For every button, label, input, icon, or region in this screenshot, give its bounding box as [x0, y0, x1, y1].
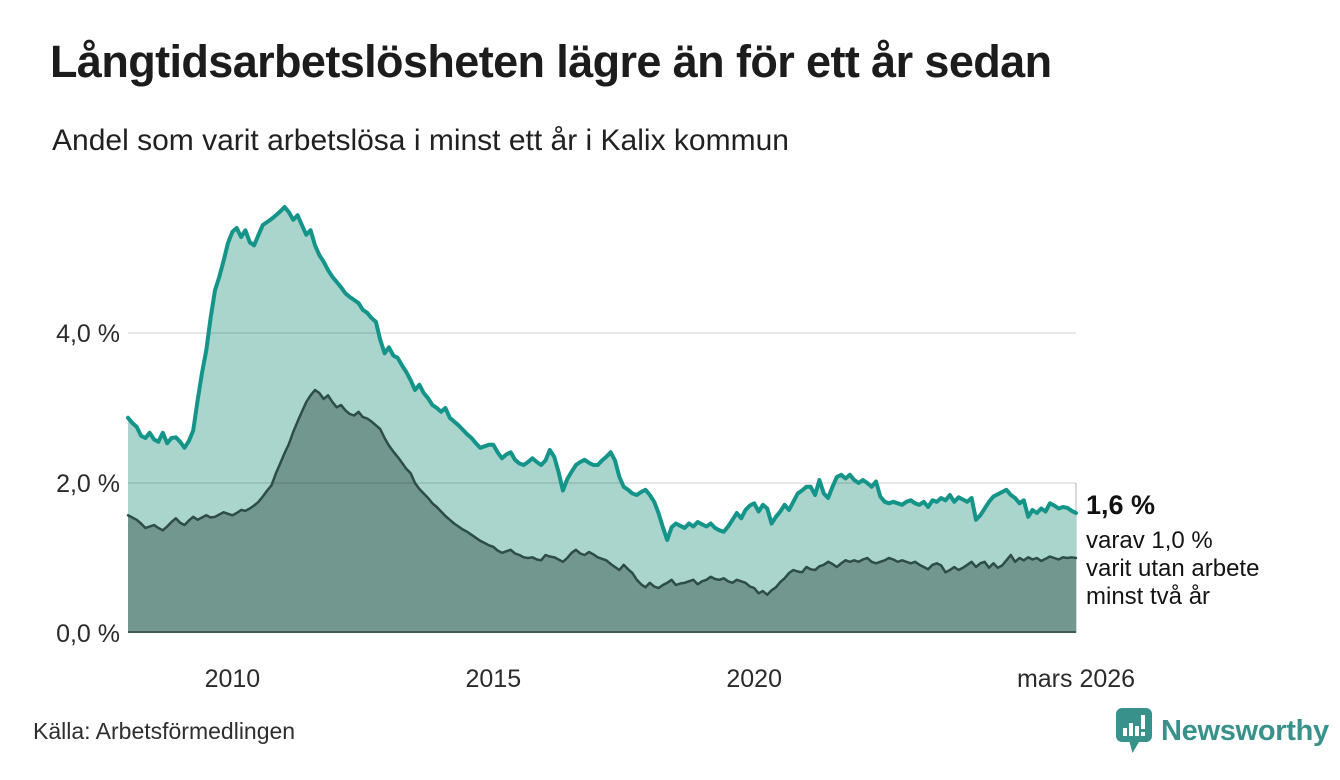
- y-tick-label: 0,0 %: [56, 620, 120, 648]
- x-tick-label: 2010: [205, 665, 261, 693]
- annotation-line-1: varav 1,0 %: [1086, 527, 1213, 554]
- brand-wordmark: Newsworthy: [1161, 714, 1329, 747]
- newsworthy-logo: Newsworthy: [1116, 708, 1329, 754]
- annotation-line-2: varit utan arbete: [1086, 555, 1260, 582]
- line-two-years: [126, 388, 1078, 597]
- end-annotation: 1,6 % varav 1,0 % varit utan arbete mins…: [1086, 491, 1336, 611]
- source-note: Källa: Arbetsförmedlingen: [33, 718, 296, 744]
- y-tick-label: 4,0 %: [56, 320, 120, 348]
- x-tick-label: 2020: [726, 665, 782, 693]
- latest-value-label: 1,6 %: [1086, 490, 1156, 520]
- chart-subtitle: Andel som varit arbetslösa i minst ett å…: [52, 124, 789, 157]
- chart-title: Långtidsarbetslösheten lägre än för ett …: [50, 36, 1052, 87]
- x-tick-label: 2015: [465, 665, 521, 693]
- line-total: [126, 205, 1078, 542]
- newsworthy-bubble-icon: [1116, 708, 1152, 753]
- area-two-years: [128, 390, 1076, 633]
- x-tick-label: mars 2026: [1017, 665, 1135, 693]
- y-tick-label: 2,0 %: [56, 470, 120, 498]
- annotation-line-3: minst två år: [1086, 583, 1211, 610]
